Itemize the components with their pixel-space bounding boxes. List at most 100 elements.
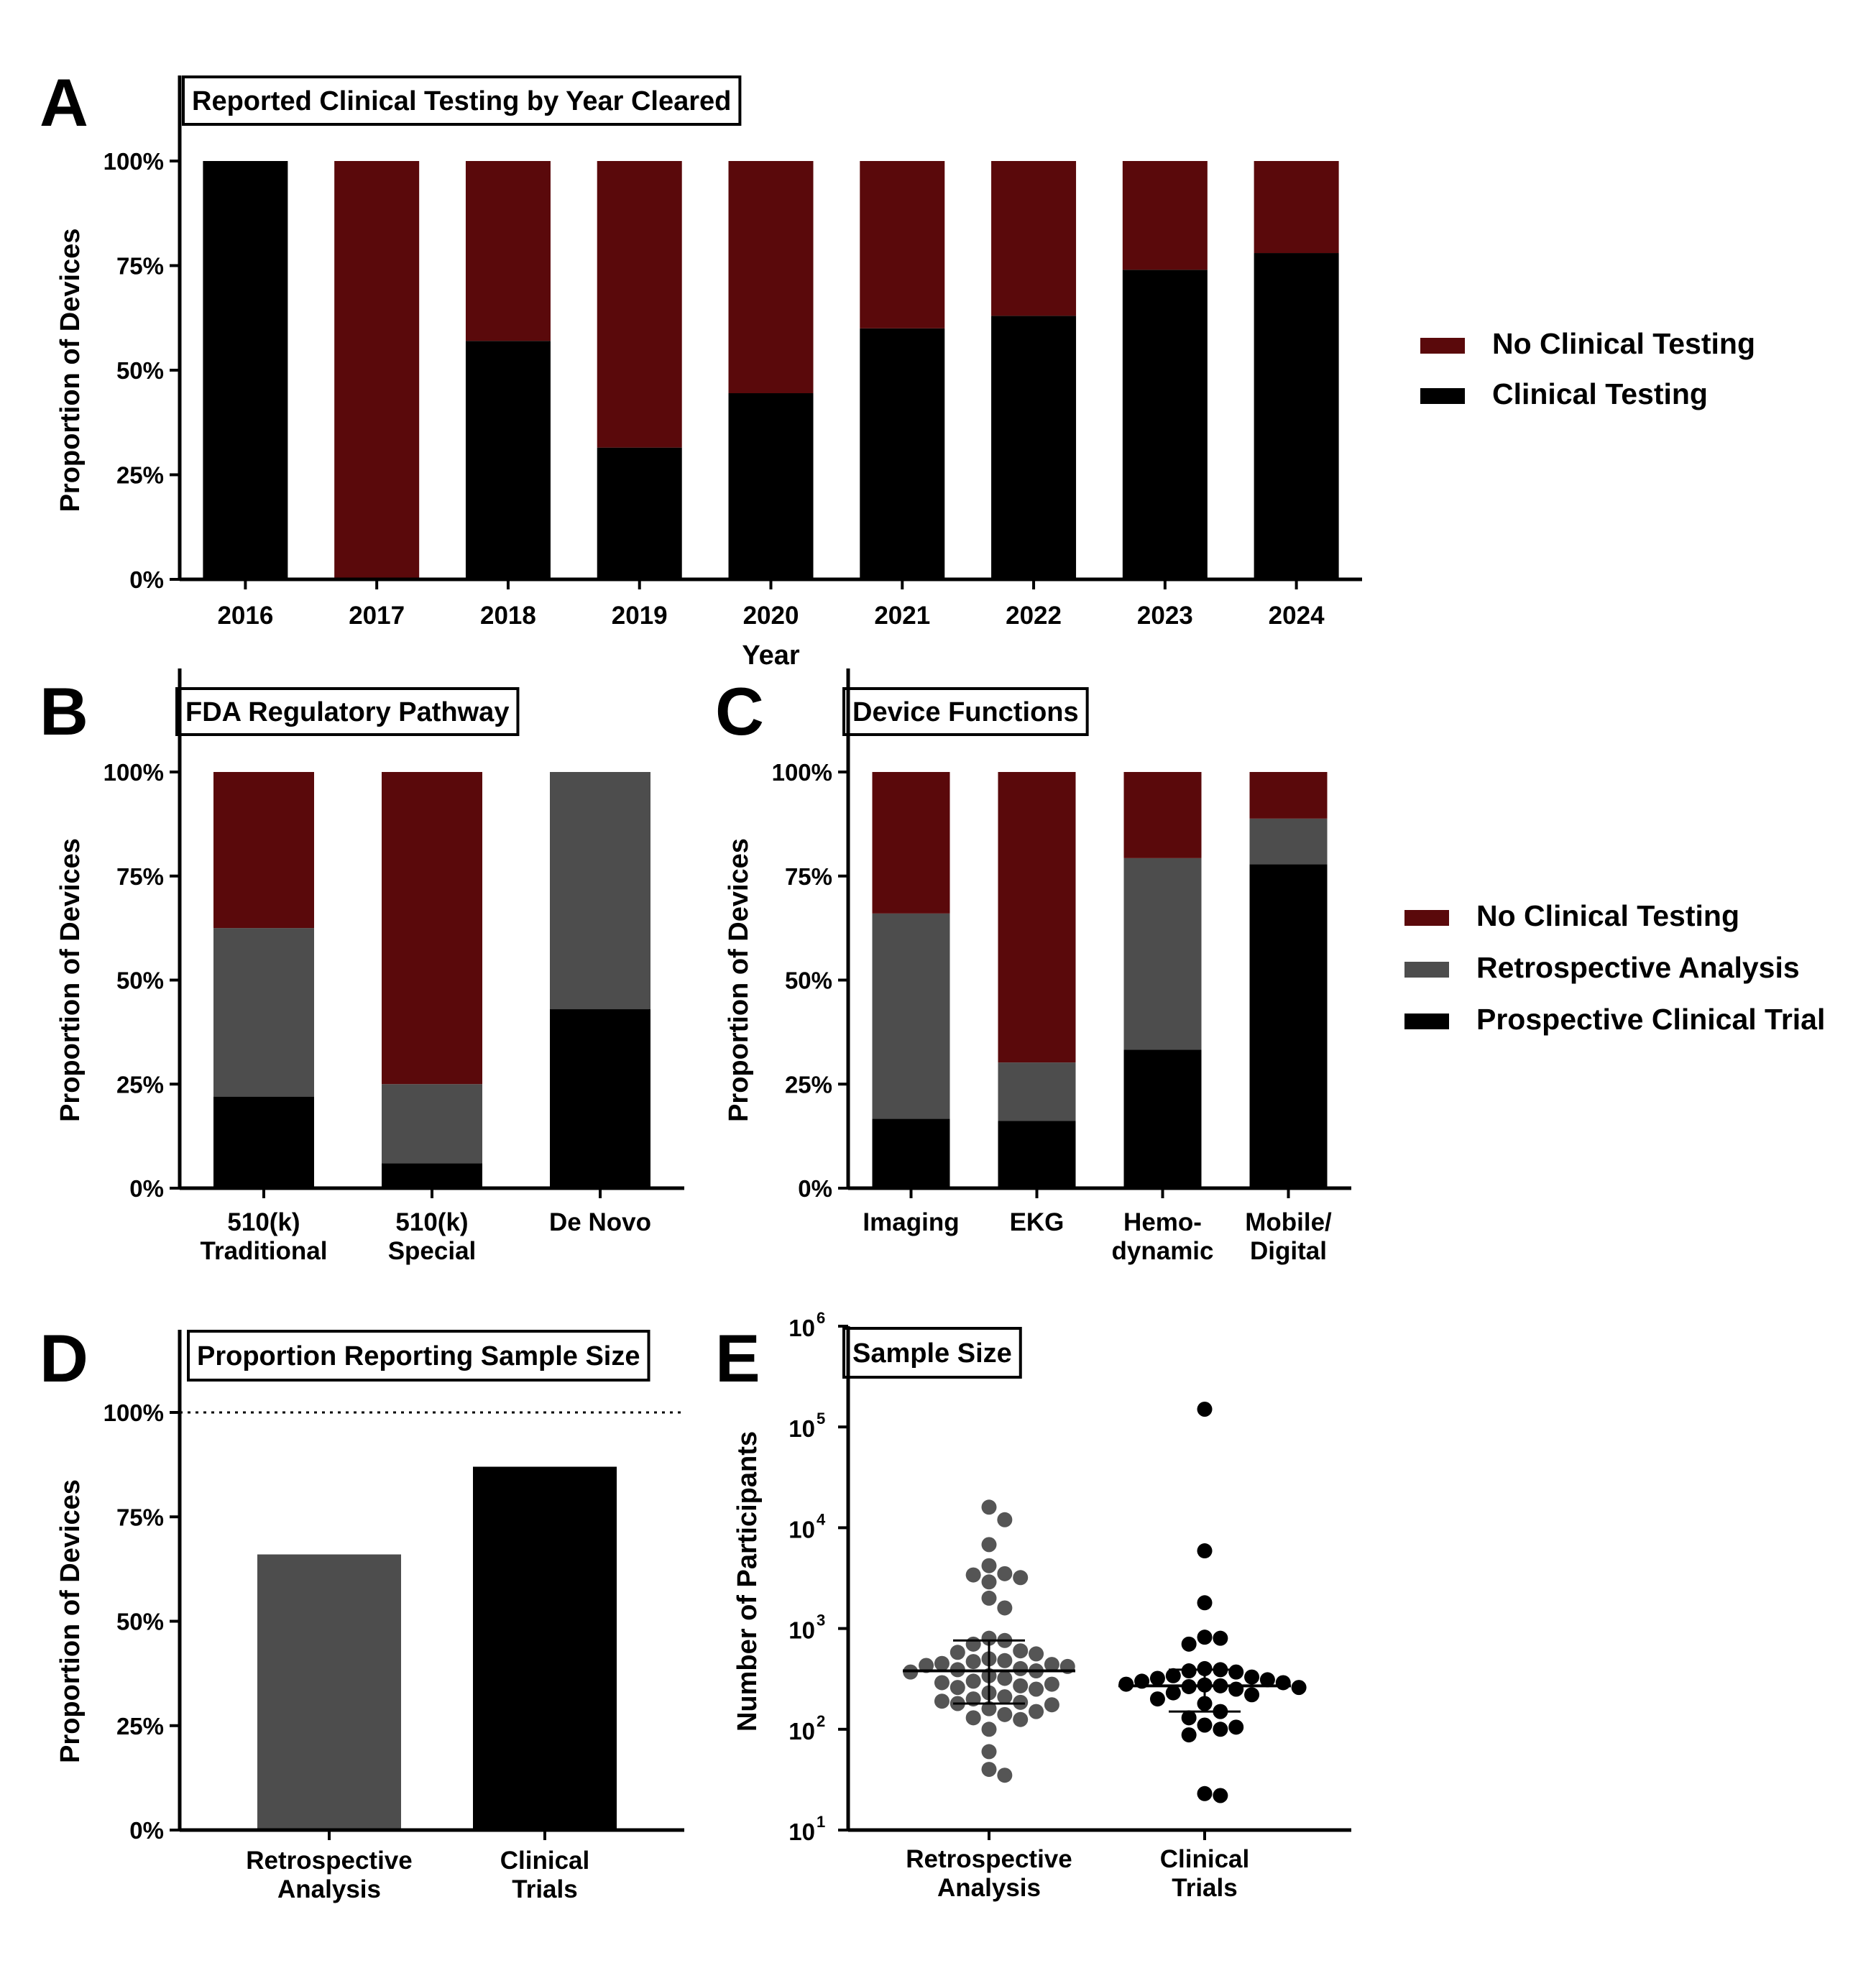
panel-b-bar — [213, 1096, 314, 1188]
panel-e-point — [1181, 1727, 1197, 1743]
panel-c-x-tick-label: Imaging — [863, 1208, 959, 1236]
panel-e-point — [981, 1762, 997, 1778]
panel-e-point — [1013, 1678, 1029, 1693]
panel-e-point — [1213, 1722, 1228, 1737]
panel-b-y-tick-label: 0% — [129, 1175, 164, 1202]
panel-c-bar — [1249, 864, 1328, 1188]
panel-a-x-tick-label: 2020 — [743, 602, 799, 630]
panel-a-bar — [1122, 270, 1208, 579]
panel-d-y-tick-label: 100% — [104, 1399, 164, 1426]
panel-e-point — [981, 1574, 997, 1590]
panel-a-x-tick-label: 2016 — [217, 602, 273, 630]
panel-e-y-tick-label: 10 — [788, 1516, 815, 1543]
panel-e-point — [1118, 1676, 1134, 1692]
panel-b-bar — [382, 1163, 482, 1188]
panel-a-x-tick-label: 2018 — [480, 602, 536, 630]
panel-e-y-tick-label: 10 — [788, 1315, 815, 1341]
panel-e-x-tick-label: Retrospective — [906, 1845, 1072, 1873]
panel-e-letter: E — [715, 1320, 760, 1396]
panel-c-y-tick-label: 25% — [785, 1071, 832, 1098]
panel-a-legend-label: No Clinical Testing — [1492, 327, 1755, 360]
panel-e-point — [997, 1512, 1013, 1527]
panel-d-y-tick-label: 0% — [129, 1817, 164, 1844]
panel-c-x-tick-label: Mobile/ — [1245, 1208, 1332, 1236]
panel-c-x-tick-label: Hemo- — [1123, 1208, 1202, 1236]
panel-e-point — [1013, 1711, 1029, 1727]
panel-e-point — [997, 1653, 1013, 1668]
panel-e-point — [1197, 1402, 1213, 1417]
panel-a-title-text: Reported Clinical Testing by Year Cleare… — [192, 86, 731, 116]
panel-e-point — [965, 1567, 981, 1583]
panel-e-title-text: Sample Size — [852, 1338, 1012, 1369]
panel-c-bar — [1249, 818, 1328, 865]
panel-b-x-tick-label: Special — [388, 1237, 477, 1265]
panel-e-point — [1044, 1697, 1059, 1713]
panel-e-point — [1013, 1570, 1029, 1586]
panel-e-y-tick-label: 10 — [788, 1819, 815, 1845]
panel-a-y-label: Proportion of Devices — [55, 229, 86, 513]
panel-b-bar — [382, 1084, 482, 1164]
panel-e-point — [1228, 1681, 1244, 1697]
panel-a-bar — [728, 393, 814, 579]
panel-c-bar — [1123, 1049, 1202, 1188]
panel-b-bar — [213, 772, 314, 929]
panel-d-bar — [257, 1554, 401, 1830]
panel-e-y-tick-label: 10 — [788, 1718, 815, 1745]
panel-c-letter: C — [715, 674, 764, 749]
panel-a-x-tick-label: 2024 — [1269, 602, 1325, 630]
panel-e-point — [1197, 1543, 1213, 1559]
panel-b-letter: B — [40, 674, 88, 749]
panel-a-bar — [597, 161, 682, 448]
panel-e-point — [1181, 1636, 1197, 1652]
panel-e-title: Sample Size — [842, 1327, 1022, 1379]
panel-e-point — [981, 1701, 997, 1716]
panel-a-bar — [203, 161, 288, 579]
panel-d-title-text: Proportion Reporting Sample Size — [197, 1341, 640, 1371]
panel-a-bar — [334, 161, 420, 579]
panel-c-bar — [1123, 858, 1202, 1050]
panel-e-point — [1149, 1691, 1165, 1707]
panel-a-legend-swatch — [1420, 338, 1465, 354]
panel-a-y-tick-label: 0% — [129, 566, 164, 593]
panel-e-point — [1291, 1680, 1307, 1696]
panel-c-title: Device Functions — [842, 687, 1089, 736]
panel-c-legend-swatch — [1404, 962, 1449, 978]
panel-e-point — [1029, 1681, 1044, 1697]
panel-e-point — [950, 1645, 965, 1660]
panel-a-x-tick-label: 2021 — [874, 602, 930, 630]
panel-e-point — [997, 1600, 1013, 1616]
panel-c-bar — [872, 913, 950, 1119]
panel-a-bar — [860, 328, 945, 579]
panel-e-point — [1181, 1663, 1197, 1679]
panel-c-y-tick-label: 100% — [772, 759, 832, 786]
panel-c-legend-label: Prospective Clinical Trial — [1476, 1003, 1825, 1036]
panel-a-title: Reported Clinical Testing by Year Cleare… — [182, 75, 742, 126]
panel-b-y-tick-label: 75% — [116, 863, 164, 890]
panel-c-bar — [872, 1118, 950, 1188]
panel-c-y-label: Proportion of Devices — [724, 838, 754, 1122]
panel-e-y-tick-exponent: 1 — [817, 1813, 825, 1831]
panel-c-title-box — [842, 687, 1089, 736]
panel-d-x-tick-label: Analysis — [277, 1875, 381, 1903]
panel-e-title-box — [842, 1327, 1022, 1379]
panel-a-bar — [465, 341, 551, 579]
panel-e-point — [981, 1558, 997, 1573]
panel-a-bar — [597, 447, 682, 579]
panel-b-title-box — [175, 687, 520, 736]
panel-e-point — [997, 1670, 1013, 1686]
panel-a-x-tick-label: 2023 — [1137, 602, 1193, 630]
panel-a-bar — [728, 161, 814, 394]
panel-b-y-tick-label: 100% — [104, 759, 164, 786]
panel-c-y-tick-label: 50% — [785, 967, 832, 994]
panel-e-point — [981, 1590, 997, 1606]
panel-b-bar — [550, 1009, 650, 1188]
panel-b-x-tick-label: Traditional — [201, 1237, 328, 1265]
panel-e-point — [1165, 1668, 1181, 1683]
panel-e-point — [1213, 1788, 1228, 1803]
panel-a-y-tick-label: 25% — [116, 462, 164, 489]
panel-a-bar — [991, 161, 1077, 316]
panel-e-point — [950, 1680, 965, 1696]
panel-e-point — [1029, 1704, 1044, 1719]
panel-b-bar — [382, 772, 482, 1085]
panel-e-x-tick-label: Clinical — [1160, 1845, 1249, 1873]
